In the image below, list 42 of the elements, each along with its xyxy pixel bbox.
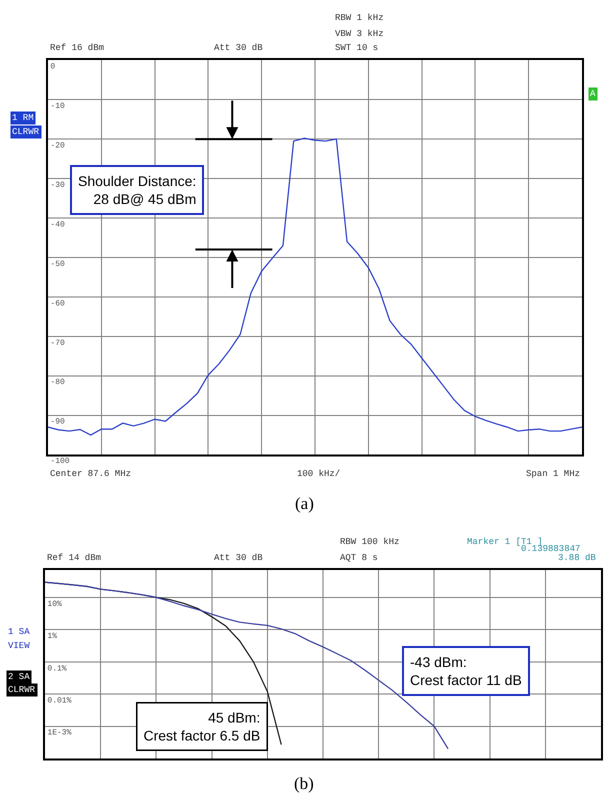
text: RBW 1 kHz — [335, 13, 384, 23]
y-tick-label: 0 — [50, 62, 56, 72]
y-tick-label: 0.01% — [47, 696, 72, 706]
y-tick-label: -100 — [50, 457, 70, 466]
text: RBW 100 kHz — [340, 537, 400, 547]
y-tick-label: -30 — [50, 180, 65, 190]
y-tick-label: -90 — [50, 418, 65, 427]
y-tick-label: 1% — [47, 632, 58, 642]
text: 3.88 dB — [558, 553, 596, 563]
annotation: 45 dBm: Crest factor 6.5 dB — [144, 710, 260, 744]
text: 0.139883847 — [521, 544, 580, 554]
y-tick-label: 10% — [47, 600, 62, 609]
y-tick-label: -10 — [50, 102, 65, 112]
annotation: Shoulder Distance: 28 dB@ 45 dBm — [78, 173, 196, 208]
y-tick-label: -60 — [50, 299, 65, 308]
text: Att 30 dB — [214, 43, 264, 53]
y-tick-label: -40 — [50, 220, 65, 230]
text: Ref 14 dBm — [47, 553, 102, 563]
text: 2 SA — [8, 672, 30, 682]
annotation: -43 dBm: Crest factor 11 dB — [410, 654, 522, 688]
text: AQT 8 s — [340, 553, 378, 563]
y-tick-label: -20 — [50, 141, 65, 150]
y-tick-label: 0.1% — [47, 664, 67, 674]
text: A — [590, 89, 596, 99]
text: Span 1 MHz — [526, 469, 580, 479]
text: 100 kHz/ — [297, 469, 340, 479]
text: CLRWR — [8, 685, 36, 695]
text: Center 87.6 MHz — [50, 469, 132, 479]
text: (b) — [294, 774, 314, 793]
text: 1 SA — [8, 627, 30, 637]
text: SWT 10 s — [335, 43, 378, 53]
y-tick-label: -70 — [50, 338, 65, 348]
text: Att 30 dB — [214, 553, 264, 563]
text: (a) — [295, 494, 314, 513]
text: Ref 16 dBm — [50, 43, 104, 53]
y-tick-label: -80 — [50, 378, 65, 388]
text: VBW 3 kHz — [335, 29, 384, 39]
y-tick-label: -50 — [50, 260, 65, 269]
text: VIEW — [8, 641, 30, 651]
text: 1 RM — [12, 113, 34, 123]
y-tick-label: 1E-3% — [47, 728, 72, 738]
text: CLRWR — [12, 127, 40, 137]
